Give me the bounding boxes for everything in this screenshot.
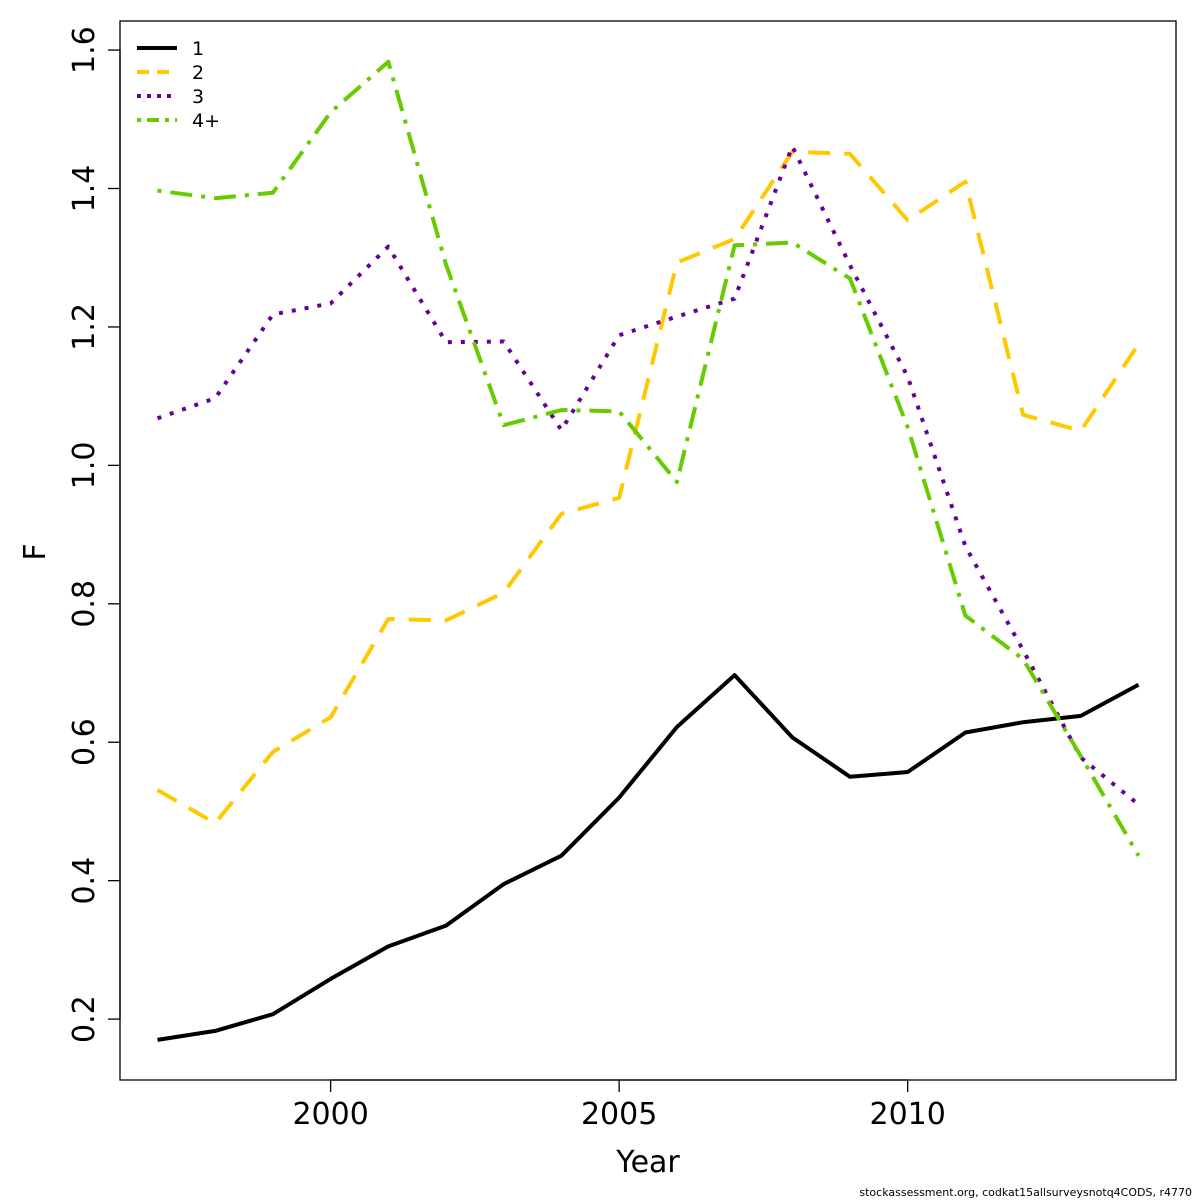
axes-layer: 2000 2005 2010 0.2 0.4 0.6 0.8 1.0 1.2 1.4 1.6 bbox=[67, 26, 946, 1132]
series-line-3 bbox=[156, 144, 1140, 807]
series-layer bbox=[156, 59, 1141, 1042]
footer-caption: stockassessment.org, codkat15allsurveysn… bbox=[859, 1186, 1192, 1199]
y-tick-label: 1.0 bbox=[67, 442, 102, 490]
y-tick-label: 0.2 bbox=[67, 995, 102, 1043]
legend-label-2: 2 bbox=[192, 62, 204, 84]
y-axis-title: F bbox=[18, 543, 53, 560]
legend-label-4: 4+ bbox=[192, 110, 220, 132]
y-tick-label: 0.8 bbox=[67, 580, 102, 628]
x-tick-label: 2005 bbox=[581, 1097, 657, 1132]
legend-label-1: 1 bbox=[192, 38, 204, 60]
y-tick-label: 0.6 bbox=[67, 718, 102, 766]
series-line-1 bbox=[157, 673, 1140, 1042]
series-line-2 bbox=[156, 149, 1141, 826]
legend-label-3: 3 bbox=[192, 86, 204, 108]
y-tick-label: 0.4 bbox=[67, 857, 102, 905]
x-tick-label: 2010 bbox=[869, 1097, 945, 1132]
y-tick-label: 1.2 bbox=[67, 303, 102, 351]
series-line-4 bbox=[157, 59, 1141, 857]
x-axis-title: Year bbox=[615, 1145, 680, 1180]
y-tick-label: 1.6 bbox=[67, 26, 102, 74]
y-tick-label: 1.4 bbox=[67, 165, 102, 213]
x-tick-label: 2000 bbox=[292, 1097, 368, 1132]
